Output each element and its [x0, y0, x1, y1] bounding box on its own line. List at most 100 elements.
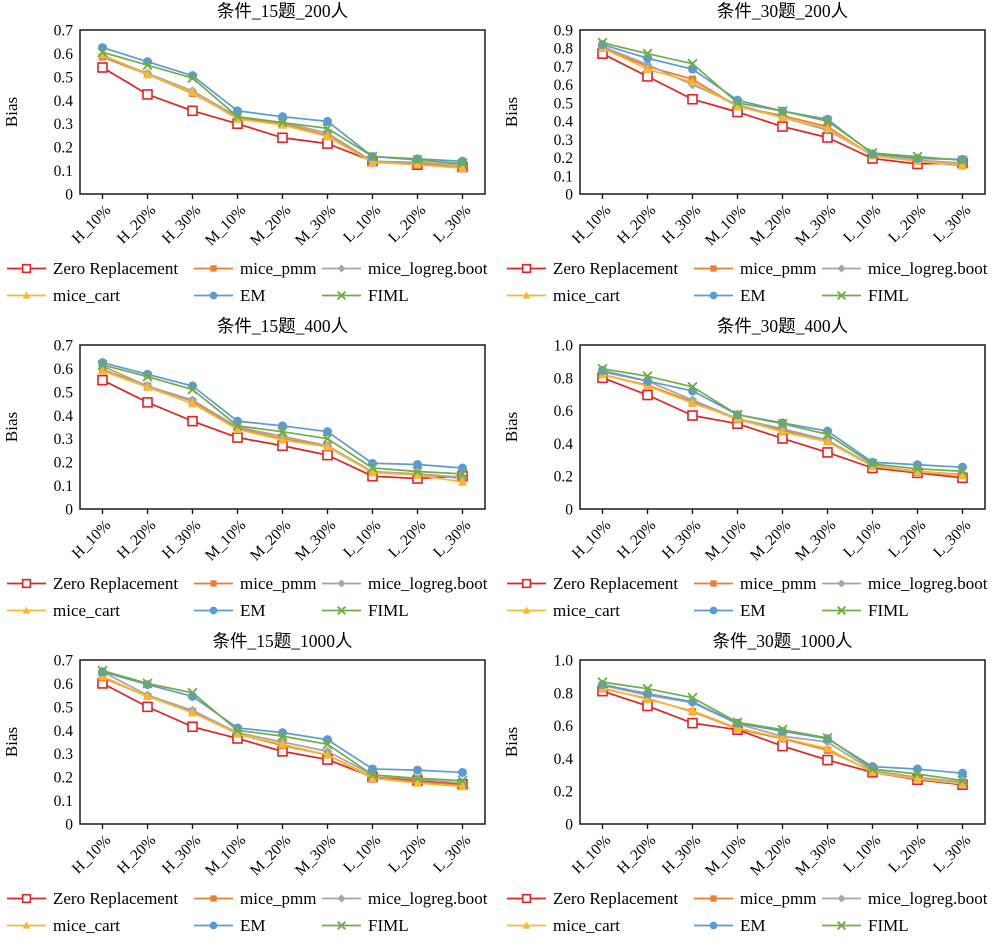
x-tick-label: H_10% — [569, 832, 615, 878]
legend-item-zero_replacement: Zero Replacement — [506, 255, 693, 282]
y-axis-label: Bias — [2, 97, 21, 127]
y-tick-label: 0.8 — [554, 370, 574, 387]
marker-mice_cart — [142, 382, 153, 391]
legend: Zero Replacement mice_pmm mice_logreg.boot… — [500, 885, 1000, 939]
legend-item-mice_cart: mice_cart — [6, 597, 193, 624]
legend-label: Zero Replacement — [53, 259, 179, 278]
marker-fiml — [97, 360, 108, 370]
y-tick-label: 0.4 — [554, 436, 574, 453]
legend-marker-mice_cart — [522, 291, 531, 299]
marker-fiml — [957, 466, 968, 477]
legend-triangle-icon — [507, 291, 546, 299]
legend-marker-em — [209, 606, 218, 615]
marker-mice_cart — [142, 69, 153, 79]
marker-mice_cart — [97, 49, 108, 59]
x-tick-label: H_10% — [69, 832, 115, 878]
y-tick-label: 0.8 — [554, 41, 574, 58]
x-tick-label: H_20% — [614, 202, 660, 248]
marker-fiml — [187, 384, 198, 395]
marker-mice_cart — [187, 707, 198, 717]
marker-mice_cart — [867, 767, 878, 777]
legend-item-fiml: FIML — [821, 597, 1000, 624]
legend-circle-icon — [194, 606, 233, 615]
x-tick-label: L_30% — [430, 202, 474, 246]
legend-label: Zero Replacement — [53, 574, 179, 593]
y-tick-label: 0 — [65, 502, 73, 519]
y-tick-label: 0.5 — [54, 384, 74, 401]
y-tick-label: 0.2 — [554, 784, 573, 801]
y-tick-label: 0.1 — [54, 163, 73, 180]
marker-mice_cart — [142, 691, 153, 701]
marker-fiml — [367, 151, 378, 162]
legend-x-icon — [322, 291, 361, 300]
y-tick-label: 0.7 — [54, 23, 74, 40]
legend-item-mice_pmm: mice_pmm — [693, 885, 821, 912]
legend-label: mice_pmm — [740, 259, 817, 278]
legend-label: FIML — [868, 916, 909, 935]
series-line-fiml — [102, 364, 463, 475]
marker-em — [913, 764, 922, 774]
y-tick-label: 0.4 — [54, 408, 74, 425]
marker-mice_cart — [687, 706, 698, 715]
marker-mice_cart — [367, 157, 378, 167]
legend-item-mice_logreg_boot: mice_logreg.boot — [821, 255, 1000, 282]
x-tick-label: H_30% — [659, 832, 705, 878]
legend-marker-zero_replacement — [21, 893, 32, 904]
marker-mice_cart — [412, 159, 423, 169]
x-tick-label: H_10% — [69, 517, 115, 563]
series-line-mice_logreg_boot — [602, 45, 963, 164]
chart-title: 条件_15题_200人 — [217, 1, 348, 21]
legend-item-mice_pmm: mice_pmm — [693, 255, 821, 282]
marker-mice_cart — [277, 739, 288, 749]
y-tick-label: 0.6 — [554, 718, 574, 735]
marker-fiml — [187, 73, 198, 83]
marker-fiml — [412, 773, 423, 784]
legend-open-square-icon — [507, 893, 546, 904]
legend-triangle-icon — [7, 921, 46, 929]
marker-zero_replacement — [142, 89, 153, 100]
marker-em — [98, 43, 107, 53]
legend-item-mice_cart: mice_cart — [506, 597, 693, 624]
x-tick-label: L_20% — [385, 517, 429, 561]
marker-em — [323, 427, 332, 437]
marker-zero_replacement — [142, 701, 153, 713]
chart-title: 条件_30题_1000人 — [713, 631, 853, 651]
legend-label: mice_pmm — [740, 889, 817, 908]
legend-label: mice_logreg.boot — [868, 889, 988, 908]
legend-triangle-icon — [7, 291, 46, 299]
x-tick-label: M_20% — [747, 517, 794, 564]
marker-fiml — [412, 466, 423, 477]
x-tick-label: L_10% — [340, 202, 384, 246]
x-tick-label: H_10% — [569, 202, 615, 248]
legend-triangle-icon — [7, 606, 46, 614]
marker-fiml — [277, 426, 288, 437]
legend-marker-fiml — [337, 606, 346, 615]
legend-open-square-icon — [7, 893, 46, 904]
marker-mice_cart — [777, 112, 788, 122]
marker-mice_cart — [912, 774, 923, 783]
marker-mice_cart — [367, 773, 378, 783]
y-tick-label: 0 — [565, 502, 573, 519]
marker-fiml — [867, 459, 878, 469]
y-tick-label: 0.2 — [54, 455, 73, 472]
x-tick-label: M_30% — [792, 202, 839, 249]
legend-item-mice_cart: mice_cart — [506, 282, 693, 309]
y-tick-label: 0 — [565, 187, 573, 204]
legend-item-fiml: FIML — [321, 282, 500, 309]
legend-label: EM — [240, 601, 266, 620]
marker-fiml — [232, 111, 243, 122]
legend-marker-fiml — [337, 921, 346, 930]
marker-zero_replacement — [232, 432, 243, 443]
marker-mice_cart — [322, 131, 333, 141]
marker-mice_cart — [642, 694, 653, 704]
legend-marker-zero_replacement — [521, 893, 532, 904]
y-tick-label: 0.7 — [54, 653, 74, 670]
chart-cond-30items-400: 条件_30题_400人 Bias 1.0 0.8 0.6 0.4 0.2 0H_10% H_20… — [502, 316, 986, 564]
y-tick-label: 0.6 — [554, 77, 574, 94]
y-tick-label: 0.3 — [54, 116, 74, 133]
legend-item-zero_replacement: Zero Replacement — [506, 570, 693, 597]
marker-zero_replacement — [777, 740, 788, 752]
y-tick-label: 0.5 — [54, 69, 74, 86]
x-tick-label: M_30% — [792, 832, 839, 879]
legend-item-em: EM — [693, 912, 821, 939]
